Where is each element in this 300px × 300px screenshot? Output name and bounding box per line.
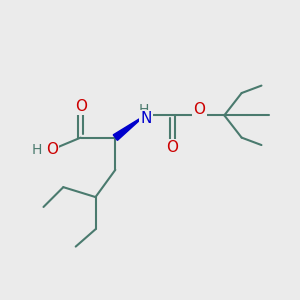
Text: O: O: [46, 142, 58, 158]
Text: O: O: [194, 102, 206, 117]
Text: O: O: [75, 99, 87, 114]
Text: H: H: [32, 143, 42, 157]
Text: H: H: [139, 103, 149, 117]
Text: N: N: [141, 111, 152, 126]
Text: O: O: [166, 140, 178, 155]
Polygon shape: [113, 115, 145, 140]
